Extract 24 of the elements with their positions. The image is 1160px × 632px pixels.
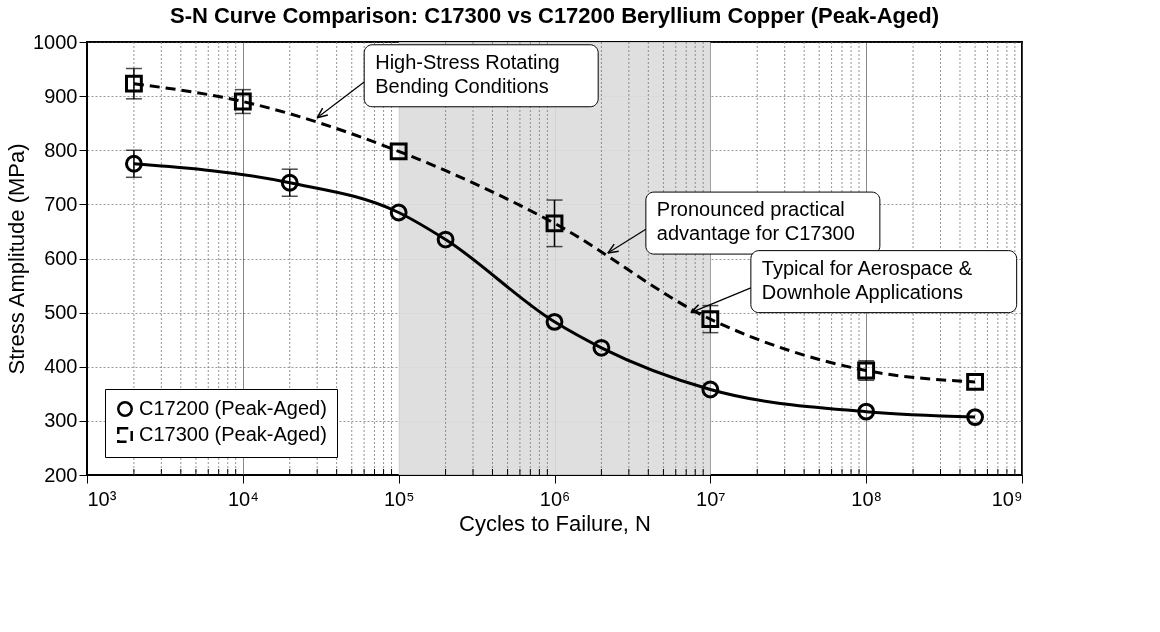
x-tick-label: 10⁵ [383,487,415,510]
x-tick-label: 10³ [87,487,117,510]
y-tick-label: 900 [44,84,78,107]
x-tick-label: 10⁹ [991,487,1023,510]
y-tick-label: 300 [44,409,78,432]
x-tick-label: 10⁸ [851,487,883,510]
y-tick-label: 700 [44,192,78,215]
x-tick-label: 10⁶ [539,487,571,510]
y-tick-label: 1000 [33,30,78,53]
y-tick-label: 400 [44,355,78,378]
annotation: High-Stress Rotating Bending Conditions [375,50,560,97]
chart-title: S-N Curve Comparison: C17300 vs C17200 Beryllium Copper (Peak-Aged) [169,3,940,28]
x-tick-label: 10⁴ [227,487,259,510]
annotation: Typical for Aerospace & Downhole Applications [761,256,973,303]
legend-label: C17200 (Peak-Aged) [139,397,327,419]
y-tick-label: 600 [44,247,78,269]
y-tick-label: 500 [44,301,78,324]
y-tick-label: 800 [44,138,78,161]
y-axis-title: Stress Amplitude (MPa) [4,143,30,375]
annotation: Pronounced practical advantage for C17300 [656,198,855,245]
x-tick-label: 10⁷ [696,487,726,510]
x-axis-title: Cycles to Failure, N [459,510,651,536]
legend-label: C17300 (Peak-Aged) [139,423,327,445]
y-tick-label: 200 [44,463,78,486]
